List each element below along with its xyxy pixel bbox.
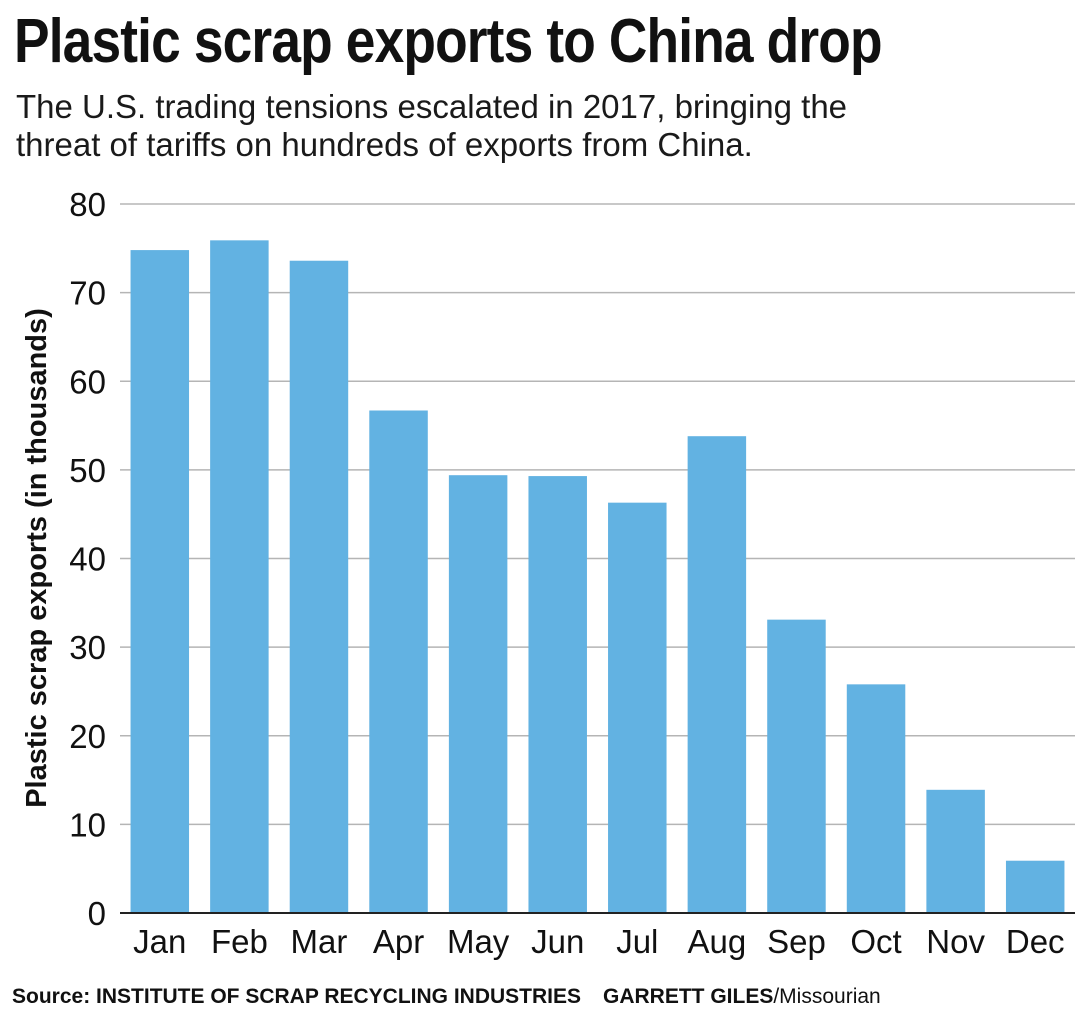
x-tick-label: Sep bbox=[767, 923, 826, 960]
y-axis-label: Plastic scrap exports (in thousands) bbox=[21, 308, 53, 808]
y-tick-label: 70 bbox=[69, 275, 106, 312]
x-tick-label: Aug bbox=[688, 923, 747, 960]
y-axis-ticks: 0 10 20 30 40 50 60 70 80 bbox=[69, 186, 106, 932]
bar-jan bbox=[130, 250, 190, 913]
bar-sep bbox=[767, 619, 826, 913]
source-label: Source: INSTITUTE OF SCRAP RECYCLING IND… bbox=[12, 985, 581, 1008]
x-tick-label: May bbox=[447, 923, 510, 960]
y-tick-label: 50 bbox=[69, 452, 106, 489]
gridlines bbox=[120, 203, 1075, 826]
bar-nov bbox=[926, 789, 985, 913]
bar-jun bbox=[528, 476, 587, 913]
x-tick-label: Oct bbox=[850, 923, 901, 960]
bar-oct bbox=[846, 684, 906, 913]
x-tick-label: Dec bbox=[1006, 923, 1065, 960]
x-tick-label: Jul bbox=[616, 923, 658, 960]
y-tick-label: 10 bbox=[69, 806, 106, 843]
bar-feb bbox=[210, 240, 269, 913]
y-tick-label: 20 bbox=[69, 718, 106, 755]
bar-jul bbox=[608, 502, 667, 913]
bar-apr bbox=[369, 410, 428, 913]
x-tick-label: Mar bbox=[291, 923, 348, 960]
source-line: Source: INSTITUTE OF SCRAP RECYCLING IND… bbox=[12, 982, 881, 1012]
x-tick-label: Feb bbox=[211, 923, 268, 960]
y-tick-label: 80 bbox=[69, 186, 106, 223]
bar-aug bbox=[687, 436, 747, 913]
x-tick-label: Nov bbox=[926, 923, 985, 960]
y-tick-label: 30 bbox=[69, 629, 106, 666]
chart-title: Plastic scrap exports to China drop bbox=[14, 7, 883, 76]
x-axis-ticks: Jan Feb Mar Apr May Jun Jul Aug Sep Oct Nov Dec bbox=[133, 923, 1064, 960]
credit-name: GARRETT GILES bbox=[603, 985, 774, 1008]
x-tick-label: Apr bbox=[373, 923, 424, 960]
x-tick-label: Jan bbox=[133, 923, 186, 960]
bar-may bbox=[448, 475, 508, 913]
y-tick-label: 0 bbox=[88, 895, 106, 932]
chart-subtitle: The U.S. trading tensions escalated in 2… bbox=[16, 88, 1076, 164]
bar-mar bbox=[289, 260, 349, 914]
x-tick-label: Jun bbox=[531, 923, 584, 960]
subtitle-line-1: The U.S. trading tensions escalated in 2… bbox=[16, 88, 848, 125]
y-tick-label: 40 bbox=[69, 541, 106, 578]
subtitle-line-2: threat of tariffs on hundreds of exports… bbox=[16, 126, 753, 163]
credit-org: /Missourian bbox=[773, 985, 881, 1008]
bar-dec bbox=[1005, 860, 1065, 913]
y-tick-label: 60 bbox=[69, 363, 106, 400]
bars bbox=[130, 240, 1065, 914]
